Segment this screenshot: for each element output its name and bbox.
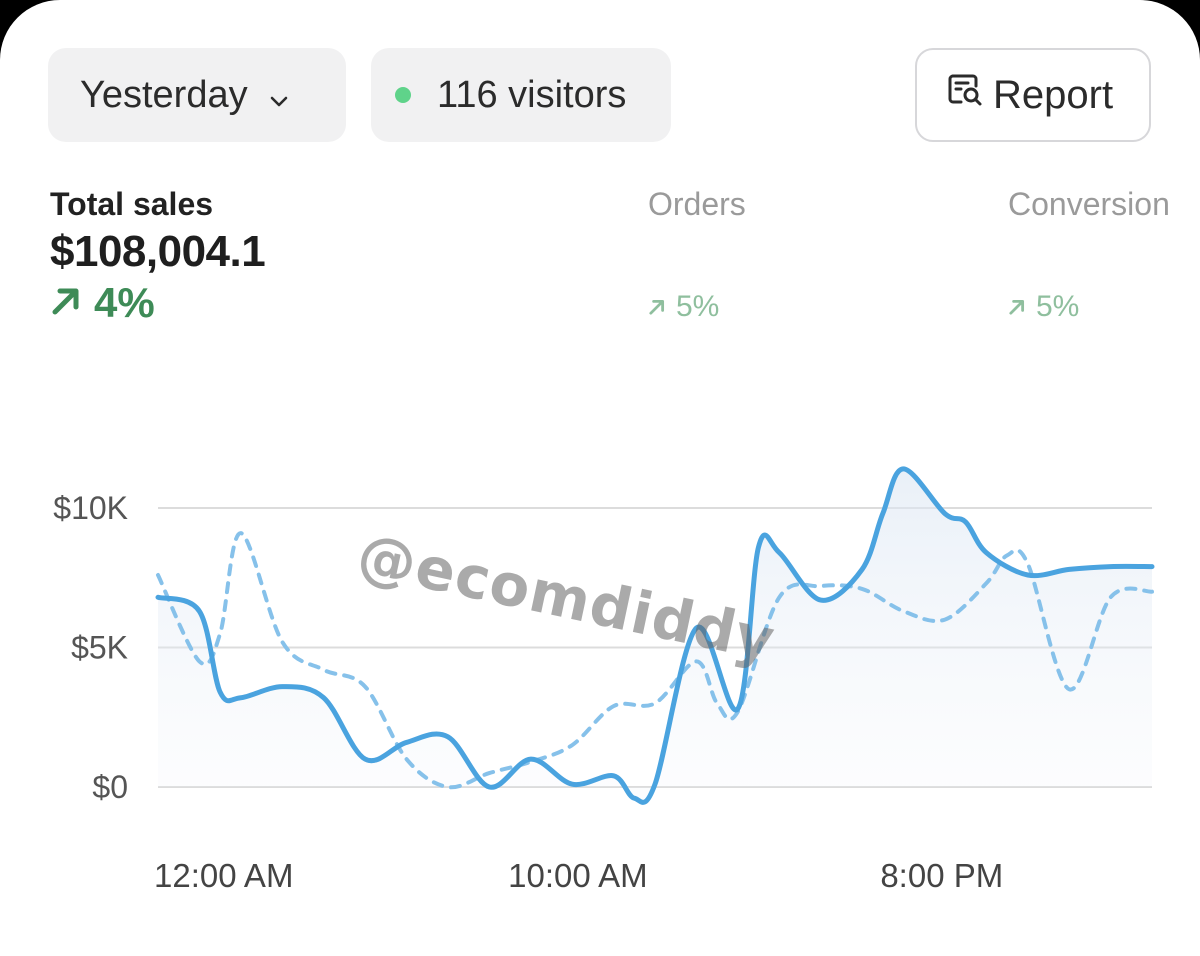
series-area-fill <box>158 468 1152 803</box>
arrow-up-right-icon <box>648 290 676 324</box>
metric-change: 5% <box>648 290 719 324</box>
date-range-label: Yesterday <box>80 73 248 116</box>
arrow-up-right-icon <box>1008 290 1036 324</box>
live-status-dot <box>395 87 411 103</box>
metric-change: 5% <box>1008 290 1079 324</box>
metric-change: 4% <box>50 279 265 327</box>
metric-change-value: 5% <box>676 290 720 323</box>
metric-change-value: 5% <box>1036 290 1080 323</box>
date-range-selector[interactable]: Yesterday <box>48 48 346 142</box>
metric-value: $108,004.1 <box>50 227 266 276</box>
x-axis-tick-label: 8:00 PM <box>880 857 1003 894</box>
report-search-icon <box>947 72 993 118</box>
x-axis-tick-label: 12:00 AM <box>154 857 293 894</box>
metric-change-value: 4% <box>94 279 155 326</box>
report-label: Report <box>993 72 1114 117</box>
report-button[interactable]: Report <box>915 48 1151 142</box>
sales-line-chart[interactable]: $0 $5K $10K 12:00 AM 10:00 AM 8:00 PM <box>0 440 1200 920</box>
chevron-down-icon <box>266 82 292 108</box>
metric-total-sales[interactable]: Total sales $108,004.1 4% <box>50 186 266 327</box>
visitors-count-label: 116 visitors <box>437 73 627 116</box>
metric-label: Conversion <box>1008 186 1170 222</box>
metric-label: Total sales <box>50 186 214 222</box>
series-line-current <box>155 466 1155 805</box>
metric-conversion[interactable]: Conversion 5% <box>1008 186 1170 323</box>
arrow-up-right-icon <box>50 279 94 327</box>
metric-label: Orders <box>648 186 746 222</box>
y-axis-tick-label: $5K <box>71 630 128 666</box>
y-axis-tick-label: $0 <box>92 769 128 805</box>
x-axis-tick-label: 10:00 AM <box>508 857 647 894</box>
live-visitors-badge[interactable]: 116 visitors <box>371 48 671 142</box>
y-axis-tick-label: $10K <box>53 490 128 526</box>
metric-orders[interactable]: Orders 5% <box>648 186 746 323</box>
